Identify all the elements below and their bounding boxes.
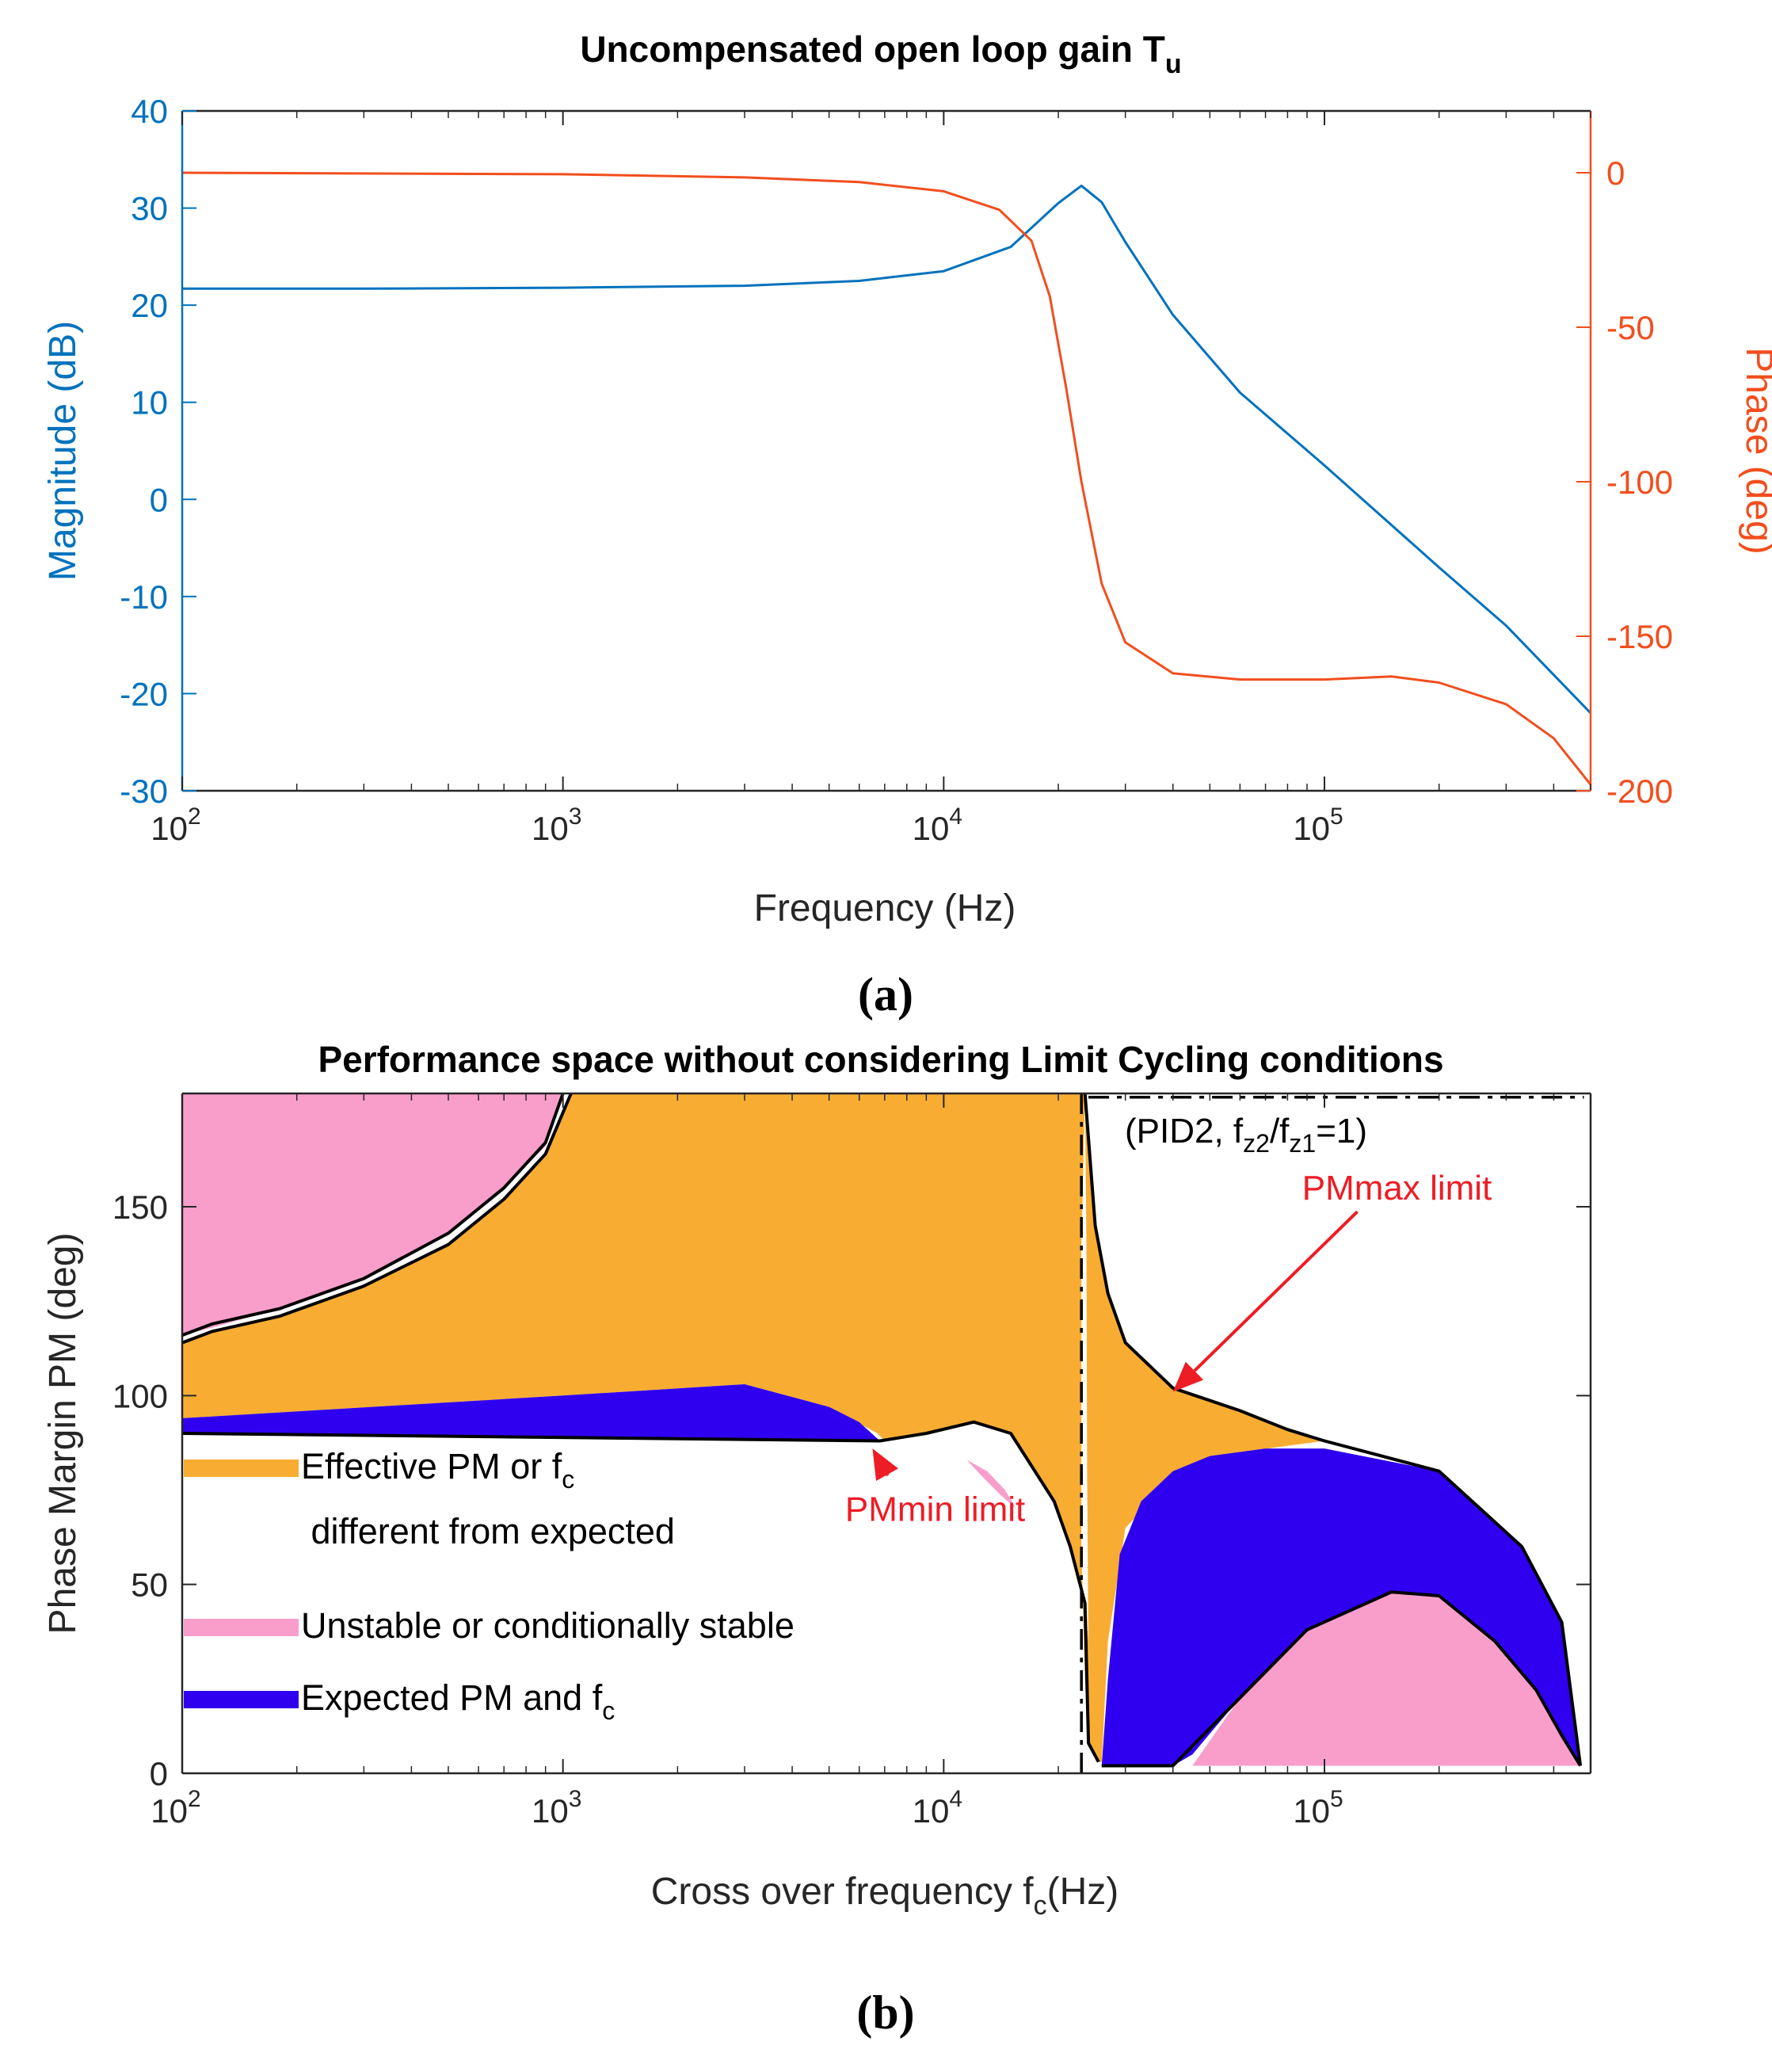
performance-x-tick-label: 104	[913, 1786, 962, 1830]
bode-curves	[181, 171, 1592, 786]
bode-x-tick-label: 103	[532, 803, 581, 847]
legend-swatch-effective	[184, 1460, 299, 1477]
region-unstable-bottom-right	[1192, 1592, 1581, 1766]
legend-swatch-unstable	[184, 1619, 299, 1636]
bode-x-tick-label: 105	[1293, 803, 1343, 847]
bode-left-tick-label: -10	[120, 578, 168, 616]
performance-y-tick-label: 150	[112, 1189, 168, 1226]
bode-x-tick-label: 104	[913, 803, 962, 847]
bode-left-tick-label: 10	[131, 384, 168, 422]
legend-label-expected: Expected PM and fc	[301, 1677, 615, 1725]
legend: Effective PM or fc different from expect…	[184, 1446, 795, 1725]
bode-right-tick-label: -100	[1606, 464, 1673, 501]
series-line-phase	[181, 171, 1592, 786]
legend-label-unstable: Unstable or conditionally stable	[301, 1605, 795, 1646]
pmmax-label: PMmax limit	[1302, 1169, 1492, 1208]
bode-right-tick-label: 0	[1606, 155, 1625, 192]
bode-x-label: Frequency (Hz)	[754, 887, 1016, 929]
bode-right-tick-label: -50	[1606, 309, 1655, 346]
boundary-pmmin-line	[181, 1420, 1100, 1763]
performance-boundaries	[181, 1093, 1584, 1773]
performance-y-tick-label: 100	[112, 1377, 168, 1414]
performance-x-tick-label: 102	[151, 1786, 200, 1830]
annotation-arrow-head	[872, 1448, 898, 1482]
legend-label-effective: Effective PM or fc	[301, 1446, 574, 1494]
region-effective-right	[1084, 1093, 1324, 1762]
legend-swatch-expected	[184, 1691, 299, 1708]
bode-right-tick-label: -150	[1606, 618, 1673, 655]
series-line-magnitude	[182, 184, 1592, 714]
performance-ticks: 102 103 104 105 0 50 100 150	[112, 1093, 1591, 1830]
region-expected-left	[182, 1384, 880, 1441]
legend-item-effective: Effective PM or fc different from expect…	[184, 1446, 675, 1551]
performance-title: Performance space without considering Li…	[318, 1039, 1443, 1080]
performance-x-tick-label: 103	[532, 1786, 581, 1830]
bode-plot-panel: Uncompensated open loop gain Tu 102 103 10…	[42, 29, 1772, 1021]
pid-config-note: (PID2, fz2/fz1=1)	[1125, 1112, 1367, 1158]
panel-label-a: (a)	[858, 968, 913, 1021]
annotation-arrow-head	[1172, 1361, 1204, 1392]
legend-label-effective-line2: different from expected	[301, 1511, 675, 1551]
bode-left-tick-label: -30	[120, 773, 168, 810]
bode-x-tick-label: 102	[151, 803, 200, 847]
bode-left-tick-label: 30	[131, 190, 168, 227]
bode-right-y-label: Phase (deg)	[1738, 347, 1772, 555]
boundary-top-left-contour-2	[181, 1093, 565, 1337]
performance-y-label: Phase Margin PM (deg)	[42, 1233, 84, 1635]
boundary-top-left-contour	[181, 1093, 573, 1345]
bode-right-tick-label: -200	[1606, 773, 1673, 810]
performance-regions	[182, 1093, 1581, 1766]
annotations: PMmax limit PMmin limit	[845, 1169, 1492, 1528]
panel-label-b: (b)	[856, 1986, 914, 2039]
performance-x-tick-label: 105	[1293, 1786, 1343, 1830]
performance-x-label: Cross over frequency fc(Hz)	[651, 1871, 1119, 1921]
region-unstable-top-left	[182, 1093, 563, 1336]
performance-space-panel: Performance space without considering Li…	[42, 1039, 1592, 2039]
performance-y-tick-label: 0	[150, 1755, 168, 1792]
bode-title: Uncompensated open loop gain Tu	[580, 29, 1181, 79]
annotation-arrow-shaft	[1193, 1210, 1359, 1372]
bode-left-tick-label: 40	[131, 93, 168, 130]
bode-left-tick-label: 20	[131, 287, 168, 324]
boundary-inner-pink-boundary	[1101, 1590, 1582, 1768]
bode-left-y-label: Magnitude (dB)	[42, 321, 84, 581]
region-effective-left	[182, 1093, 1099, 1762]
legend-item-expected: Expected PM and fc	[184, 1677, 615, 1725]
performance-y-tick-label: 50	[131, 1566, 168, 1604]
legend-item-unstable: Unstable or conditionally stable	[184, 1605, 795, 1646]
pmmin-label: PMmin limit	[845, 1490, 1025, 1528]
bode-ticks: 102 103 104 105-30-20-10010203040-200-150-1…	[120, 93, 1673, 847]
boundary-pmmax-curve	[1083, 1093, 1583, 1766]
bode-left-tick-label: -20	[120, 675, 168, 712]
bode-left-tick-label: 0	[150, 481, 168, 518]
region-expected-right	[1101, 1448, 1581, 1766]
bode-plot-area	[182, 111, 1591, 791]
region-unstable-small	[966, 1460, 1016, 1509]
